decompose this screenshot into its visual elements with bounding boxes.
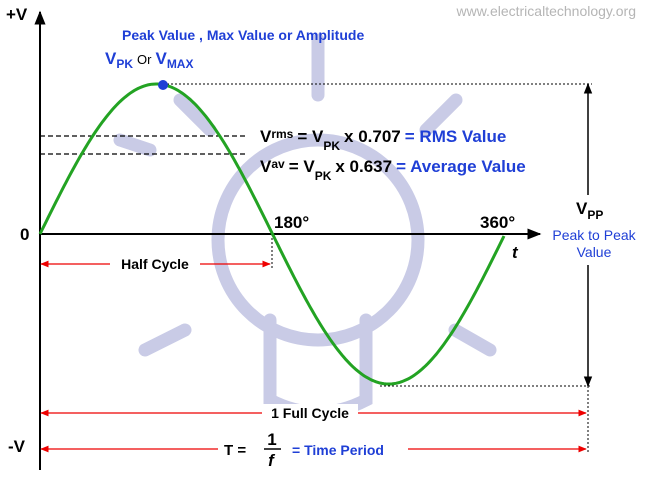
period-bg	[218, 426, 408, 468]
sine-wave	[38, 82, 506, 386]
text-part: x 0.707	[344, 127, 401, 146]
watermark: www.electricaltechnology.org	[456, 3, 637, 19]
text-part: = V	[297, 127, 324, 146]
degree-180: 180°	[274, 213, 309, 232]
period-lhs: T =	[224, 442, 246, 459]
half-cycle-label: Half Cycle	[121, 256, 189, 272]
degree-360: 360°	[480, 213, 515, 232]
peak-dot	[158, 80, 168, 90]
y-bottom-label: -V	[8, 437, 26, 456]
text-part: V	[105, 49, 117, 68]
text-part: V	[260, 157, 272, 176]
text-part: rms	[271, 127, 293, 141]
origin-label: 0	[20, 225, 29, 244]
vpp-bg	[560, 195, 630, 265]
text-part: PK	[323, 139, 340, 153]
peak-title: Peak Value , Max Value or Amplitude	[122, 27, 364, 43]
text-part: = V	[289, 157, 316, 176]
text-part: Value	[577, 244, 612, 260]
level-lines	[40, 135, 248, 155]
vpp-symbol: VPP	[576, 199, 603, 222]
text-part: = RMS Value	[405, 127, 507, 146]
text-part: PK	[116, 57, 133, 71]
guide-lines	[163, 83, 592, 452]
rms-formula: Vrms = VPK x 0.707 = RMS Value	[260, 127, 506, 153]
full-cycle-bg	[262, 404, 358, 422]
text-part: V	[576, 199, 588, 218]
period-numerator: 1	[267, 430, 276, 449]
text-part: V	[260, 127, 272, 146]
text-part: Peak to Peak	[552, 227, 636, 243]
text-part: = Average Value	[396, 157, 526, 176]
text-part: PK	[315, 169, 332, 183]
text-part: PP	[587, 208, 603, 222]
text-part: av	[271, 157, 285, 171]
y-top-label: +V	[6, 5, 28, 24]
text-part: V	[155, 49, 167, 68]
vpp-label: Peak to Peak Value	[552, 227, 636, 260]
x-label: t	[512, 243, 519, 262]
text-part: x 0.637	[335, 157, 392, 176]
text-part: Or	[137, 52, 152, 67]
peak-symbol: VPK Or VMAX	[105, 49, 193, 71]
full-cycle-label: 1 Full Cycle	[271, 405, 349, 421]
text-part: MAX	[167, 57, 194, 71]
average-formula: Vav = VPK x 0.637 = Average Value	[260, 157, 526, 183]
half-cycle-bg	[110, 255, 200, 273]
period-label: = Time Period	[292, 442, 384, 458]
period-denominator: f	[268, 451, 276, 470]
